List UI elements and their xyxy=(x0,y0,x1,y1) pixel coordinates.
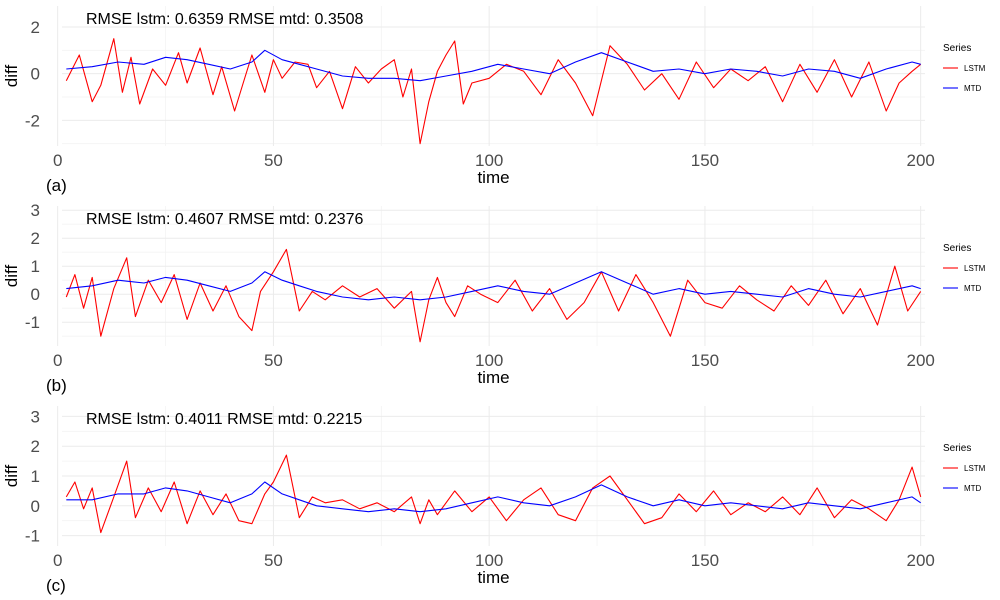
series-line-lstm xyxy=(65,248,922,343)
x-axis-title: time xyxy=(477,168,509,187)
legend-label-lstm: LSTM xyxy=(964,64,986,73)
rmse-annotation: RMSE lstm: 0.4011 RMSE mtd: 0.2215 xyxy=(86,411,362,428)
x-tick-label: 100 xyxy=(475,151,503,170)
y-tick-label: 3 xyxy=(31,407,40,426)
legend-label-mtd: MTD xyxy=(964,284,982,293)
x-tick-label: 200 xyxy=(906,151,934,170)
x-tick-label: 150 xyxy=(691,351,719,370)
legend: Series LSTM MTD xyxy=(943,43,986,93)
x-tick-label: 0 xyxy=(53,351,62,370)
series-line-mtd xyxy=(66,49,921,82)
y-tick-label: -2 xyxy=(25,111,40,130)
y-tick-label: 1 xyxy=(31,467,40,486)
chart-panel-a: 0 50 100 150 200 2 0 -2 time diff RMSE lstm: 0.635… xyxy=(2,6,986,187)
panel-label-b: (b) xyxy=(46,376,67,395)
x-tick-label: 50 xyxy=(264,351,283,370)
y-tick-label: 2 xyxy=(31,229,40,248)
y-tick-label: -1 xyxy=(25,527,40,546)
legend-label-mtd: MTD xyxy=(964,484,982,493)
legend-label-lstm: LSTM xyxy=(964,264,986,273)
series-line-lstm xyxy=(65,454,922,534)
y-axis-title: diff xyxy=(2,65,21,88)
legend-title: Series xyxy=(943,443,971,454)
rmse-annotation: RMSE lstm: 0.6359 RMSE mtd: 0.3508 xyxy=(86,11,364,28)
y-axis-title: diff xyxy=(2,465,21,488)
y-tick-label: 1 xyxy=(31,257,40,276)
y-tick-label: 0 xyxy=(31,65,40,84)
x-tick-label: 0 xyxy=(53,551,62,570)
y-tick-label: -1 xyxy=(25,313,40,332)
x-tick-label: 100 xyxy=(475,351,503,370)
x-axis-title: time xyxy=(477,368,509,387)
x-tick-label: 0 xyxy=(53,151,62,170)
series-line-lstm xyxy=(65,38,922,145)
y-tick-label: 0 xyxy=(31,497,40,516)
series-line-mtd xyxy=(66,481,922,513)
x-tick-label: 50 xyxy=(264,151,283,170)
y-tick-label: 0 xyxy=(31,285,40,304)
x-tick-label: 100 xyxy=(475,551,503,570)
y-tick-label: 2 xyxy=(31,18,40,37)
series-line-mtd xyxy=(66,271,921,301)
chart-panel-c: 0 50 100 150 200 3 2 1 0 -1 time diff RMSE lstm: 0.4… xyxy=(2,406,986,587)
panel-label-a: (a) xyxy=(46,176,67,195)
rmse-annotation: RMSE lstm: 0.4607 RMSE mtd: 0.2376 xyxy=(86,211,364,228)
legend-title: Series xyxy=(943,243,971,254)
x-tick-label: 150 xyxy=(691,151,719,170)
legend-label-mtd: MTD xyxy=(964,84,982,93)
panel-label-c: (c) xyxy=(46,576,66,595)
legend: Series LSTM MTD xyxy=(943,243,986,293)
legend-label-lstm: LSTM xyxy=(964,464,986,473)
x-tick-label: 150 xyxy=(691,551,719,570)
y-tick-label: 3 xyxy=(31,201,40,220)
x-tick-label: 200 xyxy=(906,351,934,370)
legend: Series LSTM MTD xyxy=(943,443,986,493)
x-tick-label: 50 xyxy=(264,551,283,570)
legend-title: Series xyxy=(943,43,971,54)
x-axis-title: time xyxy=(477,568,509,587)
chart-panel-b: 0 50 100 150 200 3 2 1 0 -1 time diff RMSE lstm: 0.4… xyxy=(2,201,986,387)
y-tick-label: 2 xyxy=(31,437,40,456)
x-tick-label: 200 xyxy=(906,551,934,570)
y-axis-title: diff xyxy=(2,265,21,288)
